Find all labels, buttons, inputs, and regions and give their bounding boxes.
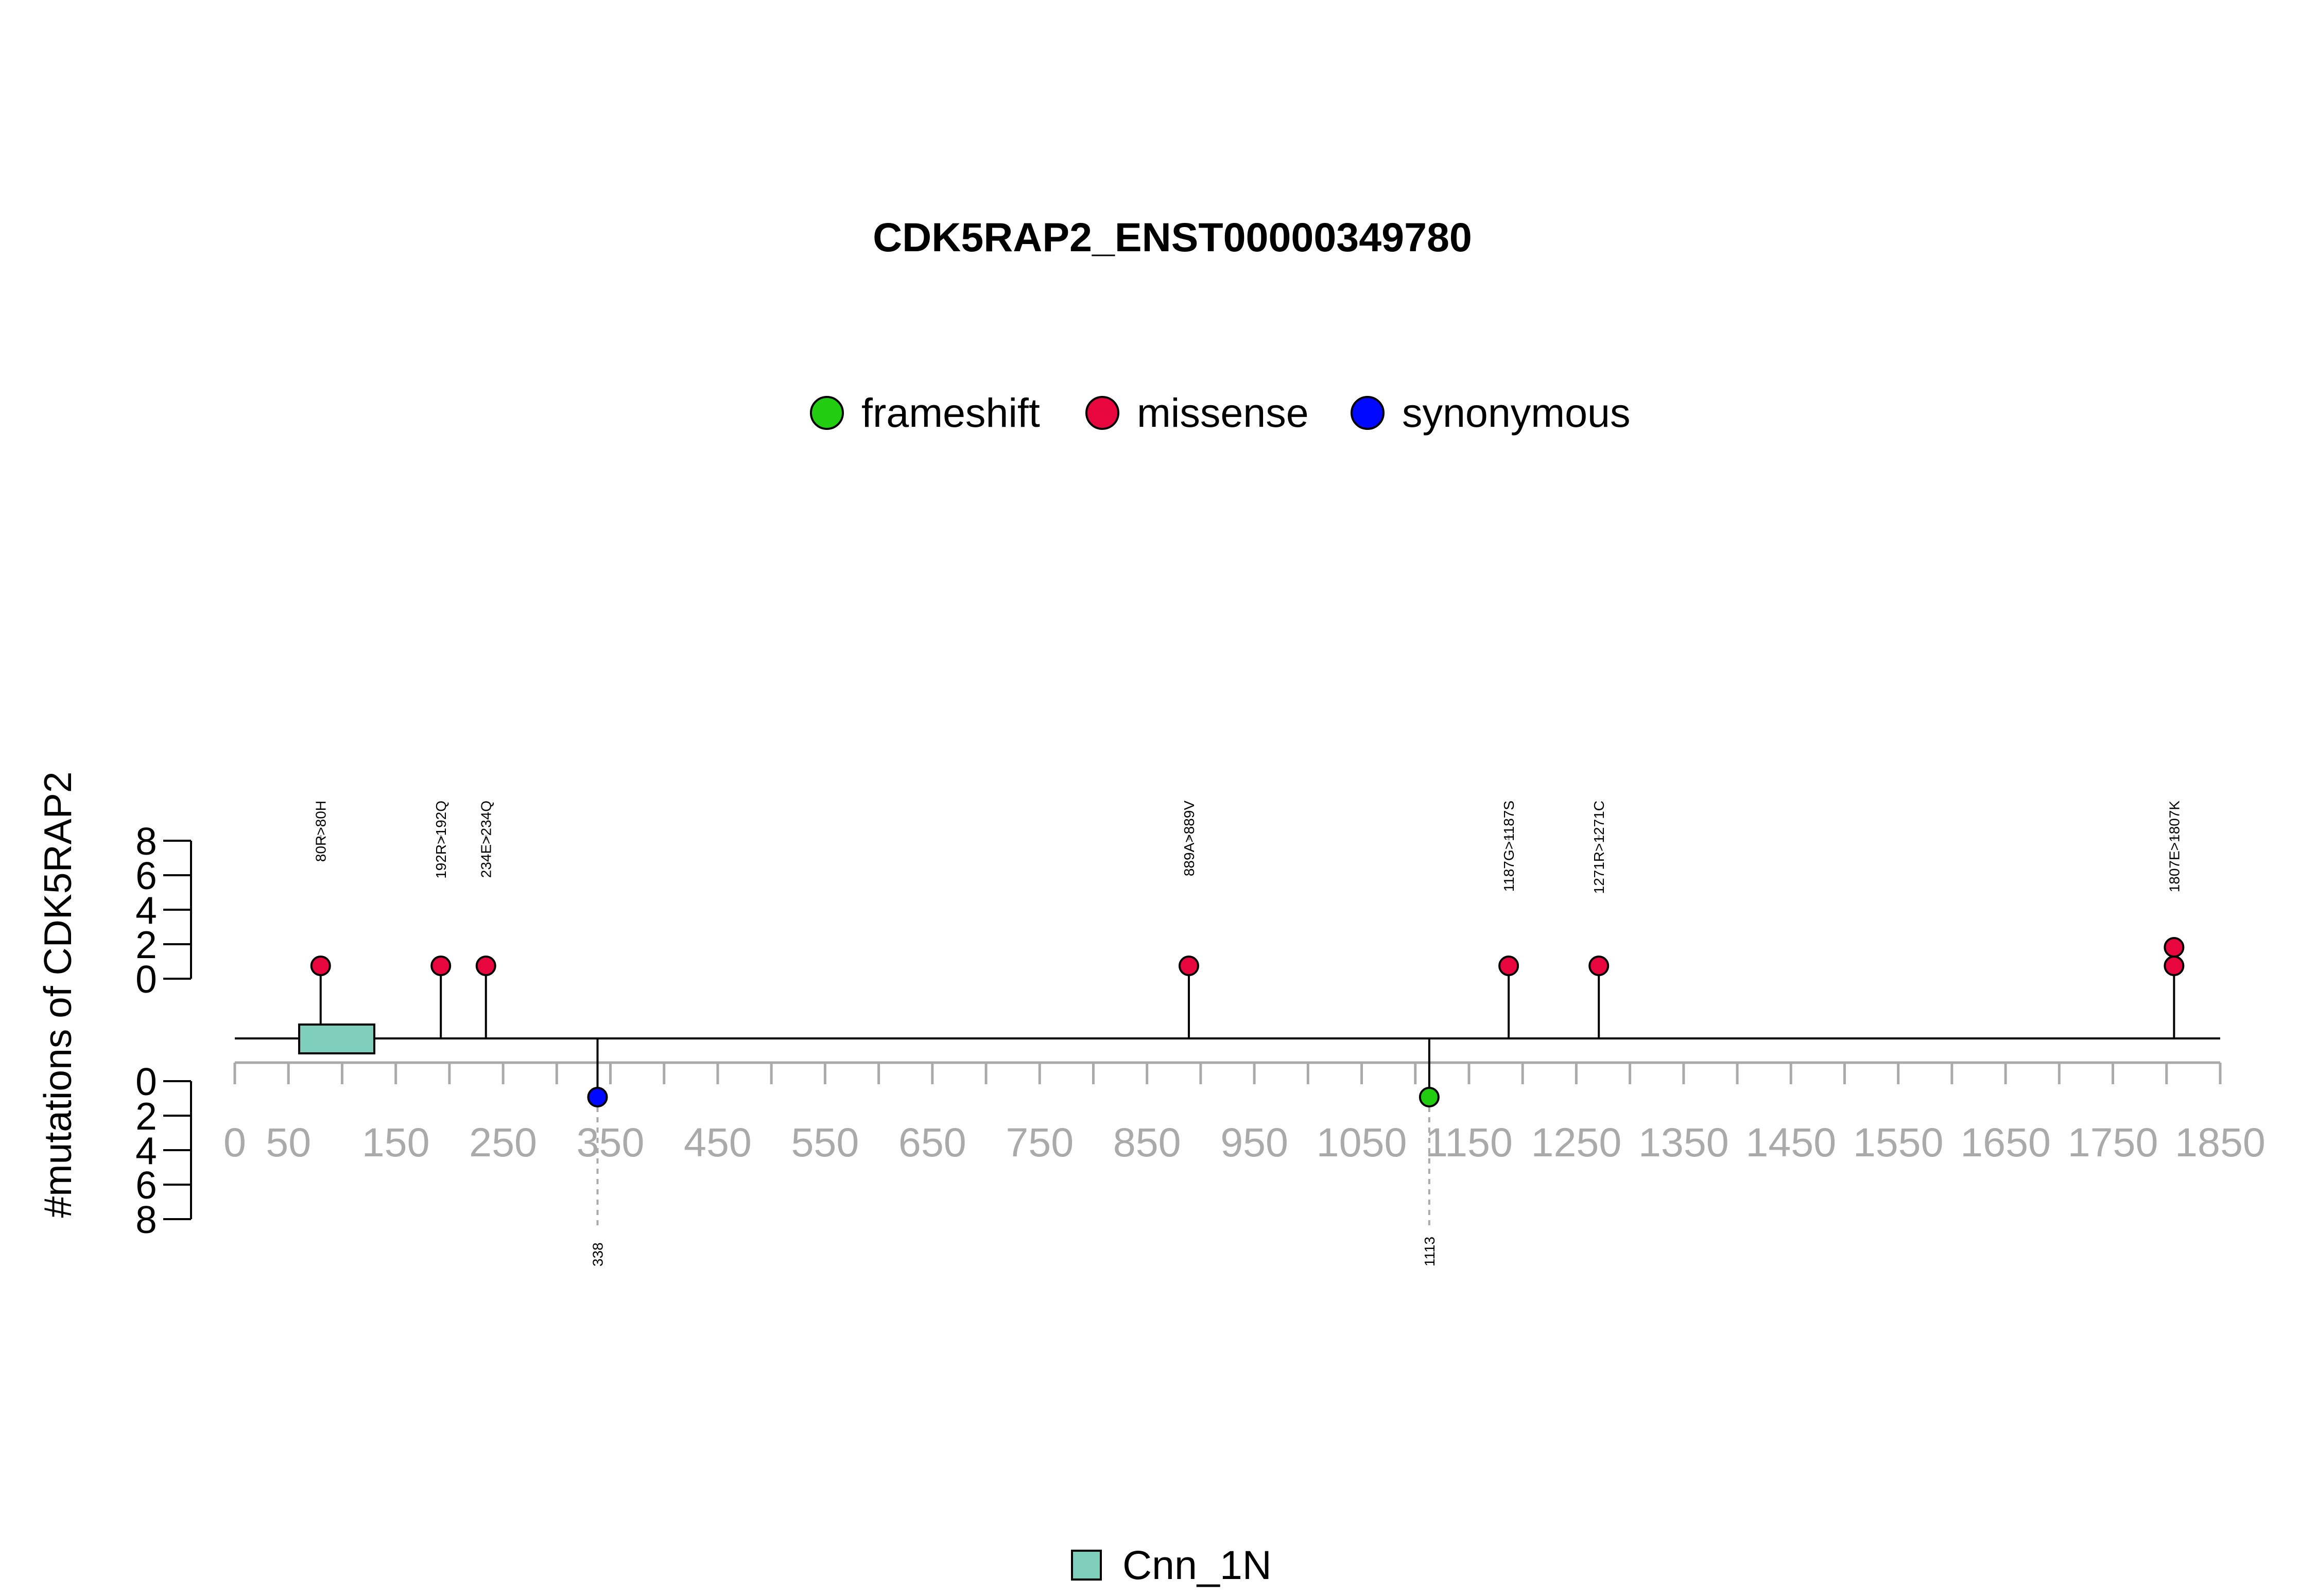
domain-legend-swatch bbox=[1071, 1550, 1102, 1581]
upper-y-tick-label: 6 bbox=[135, 854, 157, 897]
domain-legend-label: Cnn_1N bbox=[1122, 1542, 1272, 1588]
x-tick-label: 650 bbox=[898, 1119, 966, 1165]
lower-y-tick-label: 6 bbox=[135, 1164, 157, 1207]
mutation-point-missense bbox=[2164, 937, 2185, 958]
x-axis: 0 50 150 250 350 450 550 650 750 850 950 1050 1150 12… bbox=[223, 1061, 2266, 1165]
lower-y-tick-label: 0 bbox=[135, 1060, 157, 1103]
x-tick-label: 150 bbox=[362, 1119, 430, 1165]
x-tick-label: 0 bbox=[223, 1119, 246, 1165]
mutation-point-missense bbox=[430, 956, 452, 976]
mutation-label: 192R>192Q bbox=[433, 801, 449, 879]
lower-y-tick-label: 4 bbox=[135, 1129, 157, 1172]
legend-label-frameshift: frameshift bbox=[861, 390, 1040, 436]
x-tick-label: 350 bbox=[577, 1119, 645, 1165]
x-tick-label: 1750 bbox=[2068, 1119, 2158, 1165]
x-tick-label: 50 bbox=[266, 1119, 311, 1165]
mutation-label: 1271R>1271C bbox=[1591, 801, 1607, 894]
mutation-label: 338 bbox=[590, 1242, 606, 1267]
mutation-label: 234E>234Q bbox=[478, 801, 494, 878]
mutation-point-missense bbox=[310, 956, 331, 976]
mutation-label: 1187G>1187S bbox=[1501, 801, 1517, 892]
domain-box-Cnn_1N bbox=[298, 1023, 375, 1054]
mutation-point-missense bbox=[2164, 956, 2185, 976]
chart-title: CDK5RAP2_ENST00000349780 bbox=[873, 214, 1472, 260]
mutation-point-frameshift bbox=[1419, 1087, 1440, 1107]
x-tick-label: 950 bbox=[1220, 1119, 1288, 1165]
mutation-label: 1807E>1807K bbox=[2166, 801, 2182, 893]
mutation-marks bbox=[310, 937, 2185, 1107]
mutation-point-missense bbox=[475, 956, 496, 976]
x-tick-label: 850 bbox=[1113, 1119, 1181, 1165]
x-tick-label: 1550 bbox=[1853, 1119, 1944, 1165]
upper-y-tick-label: 8 bbox=[135, 820, 157, 863]
mutation-point-missense bbox=[1588, 956, 1610, 976]
x-tick-label: 1150 bbox=[1425, 1119, 1513, 1165]
mutation-label: 80R>80H bbox=[313, 801, 329, 862]
upper-y-tick-label: 4 bbox=[135, 889, 157, 932]
lower-y-tick-label: 2 bbox=[135, 1095, 157, 1138]
y-axis-label: #mutations of CDK5RAP2 bbox=[36, 771, 79, 1218]
x-tick-label: 1850 bbox=[2175, 1119, 2266, 1165]
domain-boxes bbox=[298, 1023, 375, 1054]
legend-swatch-missense bbox=[1085, 396, 1119, 430]
legend-label-missense: missense bbox=[1137, 390, 1309, 436]
x-tick-label: 450 bbox=[684, 1119, 752, 1165]
x-tick-label: 1050 bbox=[1317, 1119, 1407, 1165]
mutation-label: 1113 bbox=[1422, 1237, 1438, 1267]
mutation-point-missense bbox=[1498, 956, 1519, 976]
legend-swatch-frameshift bbox=[810, 396, 844, 430]
x-tick-label: 1350 bbox=[1638, 1119, 1729, 1165]
mutation-stems: 80R>80H 192R>192Q 234E>234Q 889A>889V 1187G>… bbox=[313, 801, 2183, 1267]
mutation-point-synonymous bbox=[587, 1087, 608, 1107]
lower-y-tick-label: 8 bbox=[135, 1198, 157, 1241]
x-tick-label: 250 bbox=[469, 1119, 537, 1165]
domain-legend: Cnn_1N bbox=[1071, 1542, 1272, 1588]
x-tick-label: 550 bbox=[791, 1119, 859, 1165]
mutation-point-missense bbox=[1178, 956, 1199, 976]
x-tick-label: 750 bbox=[1006, 1119, 1074, 1165]
legend-swatch-synonymous bbox=[1351, 396, 1385, 430]
upper-y-tick-label: 0 bbox=[135, 958, 157, 1001]
upper-y-tick-label: 2 bbox=[135, 923, 157, 966]
mutation-label: 889A>889V bbox=[1181, 801, 1197, 876]
mutation-type-legend: frameshift missense synonymous bbox=[810, 390, 1631, 436]
x-tick-label: 1450 bbox=[1745, 1119, 1836, 1165]
x-tick-label: 1250 bbox=[1531, 1119, 1622, 1165]
x-tick-label: 1650 bbox=[1960, 1119, 2051, 1165]
legend-label-synonymous: synonymous bbox=[1402, 390, 1631, 436]
